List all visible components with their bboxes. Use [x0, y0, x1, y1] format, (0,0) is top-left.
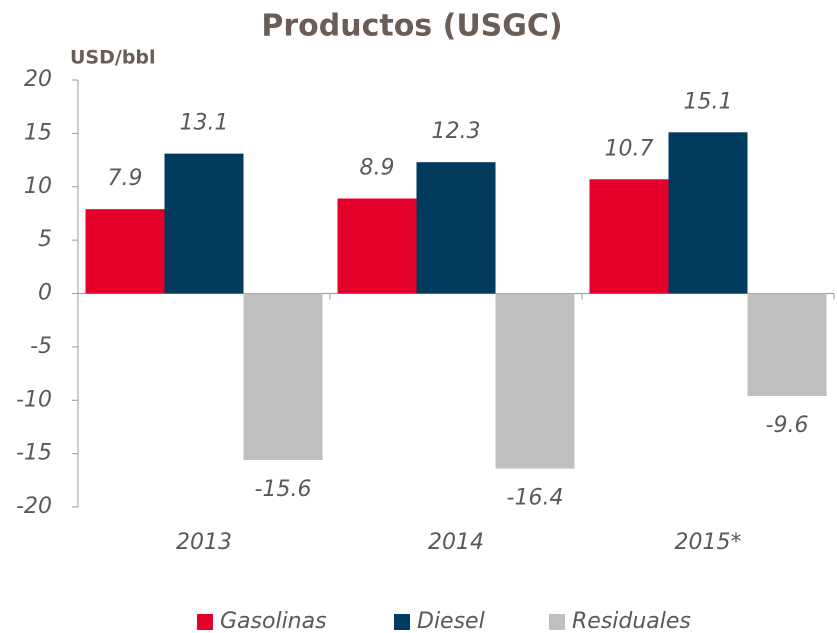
bar — [85, 209, 165, 294]
x-tick-label: 2014 — [428, 530, 484, 555]
chart-title: Productos (USGC) — [261, 9, 562, 44]
y-tick-label: -20 — [16, 494, 52, 519]
data-label: 10.7 — [605, 136, 654, 161]
y-tick-label: 15 — [24, 120, 52, 145]
y-tick-label: -15 — [16, 441, 52, 466]
x-tick-label: 2015* — [675, 530, 742, 555]
data-label: 7.9 — [108, 166, 143, 191]
bar — [243, 293, 323, 461]
data-label: 13.1 — [180, 111, 229, 136]
data-label: -9.6 — [766, 413, 809, 438]
bar — [495, 293, 575, 469]
y-tick-label: -5 — [30, 334, 52, 359]
bar — [416, 162, 496, 294]
y-tick-label: -10 — [16, 387, 52, 412]
legend-label: Gasolinas — [220, 609, 327, 633]
data-label: 15.1 — [684, 89, 733, 114]
y-tick-label: 0 — [38, 281, 52, 306]
legend-swatch — [394, 614, 410, 630]
bar — [589, 179, 669, 294]
bar — [668, 132, 748, 294]
legend-swatch — [197, 614, 213, 630]
legend-label: Residuales — [572, 609, 691, 633]
bar — [337, 198, 417, 294]
bar — [747, 293, 827, 396]
y-axis-label: USD/bbl — [70, 47, 156, 69]
data-label: -16.4 — [507, 486, 564, 511]
x-tick-label: 2013 — [176, 530, 232, 555]
bar — [164, 153, 244, 294]
y-tick-label: 10 — [24, 174, 52, 199]
legend-label: Diesel — [417, 609, 485, 633]
data-label: 8.9 — [360, 155, 395, 180]
data-label: 12.3 — [432, 119, 481, 144]
legend-swatch — [549, 614, 565, 630]
y-tick-label: 5 — [38, 227, 52, 252]
y-tick-label: 20 — [24, 67, 52, 92]
data-label: -15.6 — [255, 477, 312, 502]
